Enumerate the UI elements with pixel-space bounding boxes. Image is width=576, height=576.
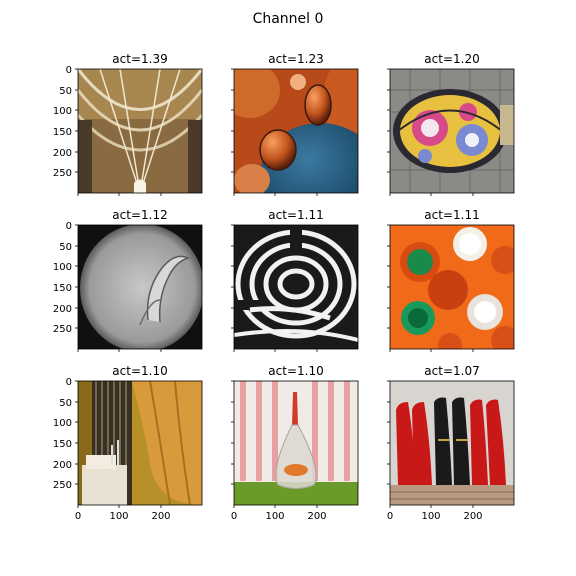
panel-image-manhole-cover (390, 69, 514, 193)
panel-image-cathedral-ceiling (78, 69, 202, 193)
y-axis-row-0: 0 50 100 150 200 250 (53, 65, 78, 179)
panel-title: act=1.07 (424, 364, 479, 378)
y-tick-label: 250 (53, 324, 72, 335)
panel-title: act=1.39 (112, 52, 167, 66)
panel-1: act=1.23 (233, 52, 359, 194)
panel-title: act=1.11 (424, 208, 479, 222)
panel-image-goldfish-bag (234, 381, 358, 505)
y-axis-row-2: 0 50 100 150 200 250 (53, 377, 78, 491)
panel-title: act=1.23 (268, 52, 323, 66)
y-tick-label: 100 (53, 106, 72, 117)
panel-title: act=1.10 (112, 364, 167, 378)
y-tick-label: 150 (53, 127, 72, 138)
x-tick-label: 200 (463, 511, 482, 522)
panel-5: act=1.11 (389, 208, 515, 350)
panel-image-oil-bubbles (234, 69, 358, 193)
y-tick-label: 50 (59, 86, 72, 97)
figure-title: Channel 0 (253, 11, 324, 27)
x-tick-label: 200 (307, 511, 326, 522)
panel-6: act=1.10 (77, 364, 203, 506)
y-tick-label: 250 (53, 480, 72, 491)
x-tick-label: 0 (231, 511, 237, 522)
inner-x-ticks (77, 193, 474, 352)
panel-title: act=1.11 (268, 208, 323, 222)
x-tick-label: 100 (265, 511, 284, 522)
y-tick-label: 100 (53, 418, 72, 429)
y-tick-label: 150 (53, 439, 72, 450)
y-tick-label: 0 (66, 221, 72, 232)
y-tick-label: 50 (59, 242, 72, 253)
panel-image-orange-trays (390, 225, 514, 349)
y-tick-label: 0 (66, 377, 72, 388)
x-tick-label: 0 (387, 511, 393, 522)
panel-image-spiral-maze (234, 225, 358, 349)
x-tick-label: 100 (109, 511, 128, 522)
panel-0: act=1.39 (77, 52, 203, 194)
panel-image-nematode (78, 225, 202, 349)
x-tick-label: 100 (421, 511, 440, 522)
x-axis-col-2: 0 100 200 (387, 505, 483, 522)
panel-4: act=1.11 (233, 208, 359, 350)
y-tick-label: 200 (53, 148, 72, 159)
panel-2: act=1.20 (389, 52, 515, 194)
panel-7: act=1.10 (233, 364, 359, 506)
y-tick-label: 50 (59, 398, 72, 409)
panel-title: act=1.12 (112, 208, 167, 222)
panel-8: act=1.07 (389, 364, 515, 506)
y-axis-row-1: 0 50 100 150 200 250 (53, 221, 78, 335)
x-axis-col-1: 0 100 200 (231, 505, 327, 522)
y-tick-label: 150 (53, 283, 72, 294)
y-tick-label: 200 (53, 304, 72, 315)
panel-title: act=1.10 (268, 364, 323, 378)
y-tick-label: 250 (53, 168, 72, 179)
y-tick-label: 100 (53, 262, 72, 273)
panel-3: act=1.12 (77, 208, 203, 350)
y-tick-label: 0 (66, 65, 72, 76)
panel-title: act=1.20 (424, 52, 479, 66)
x-tick-label: 200 (151, 511, 170, 522)
x-axis-col-0: 0 100 200 (75, 505, 171, 522)
x-tick-label: 0 (75, 511, 81, 522)
panel-image-shoes (390, 381, 514, 505)
inner-y-ticks (231, 68, 390, 485)
panel-image-window-curtain (78, 381, 202, 505)
y-tick-label: 200 (53, 460, 72, 471)
